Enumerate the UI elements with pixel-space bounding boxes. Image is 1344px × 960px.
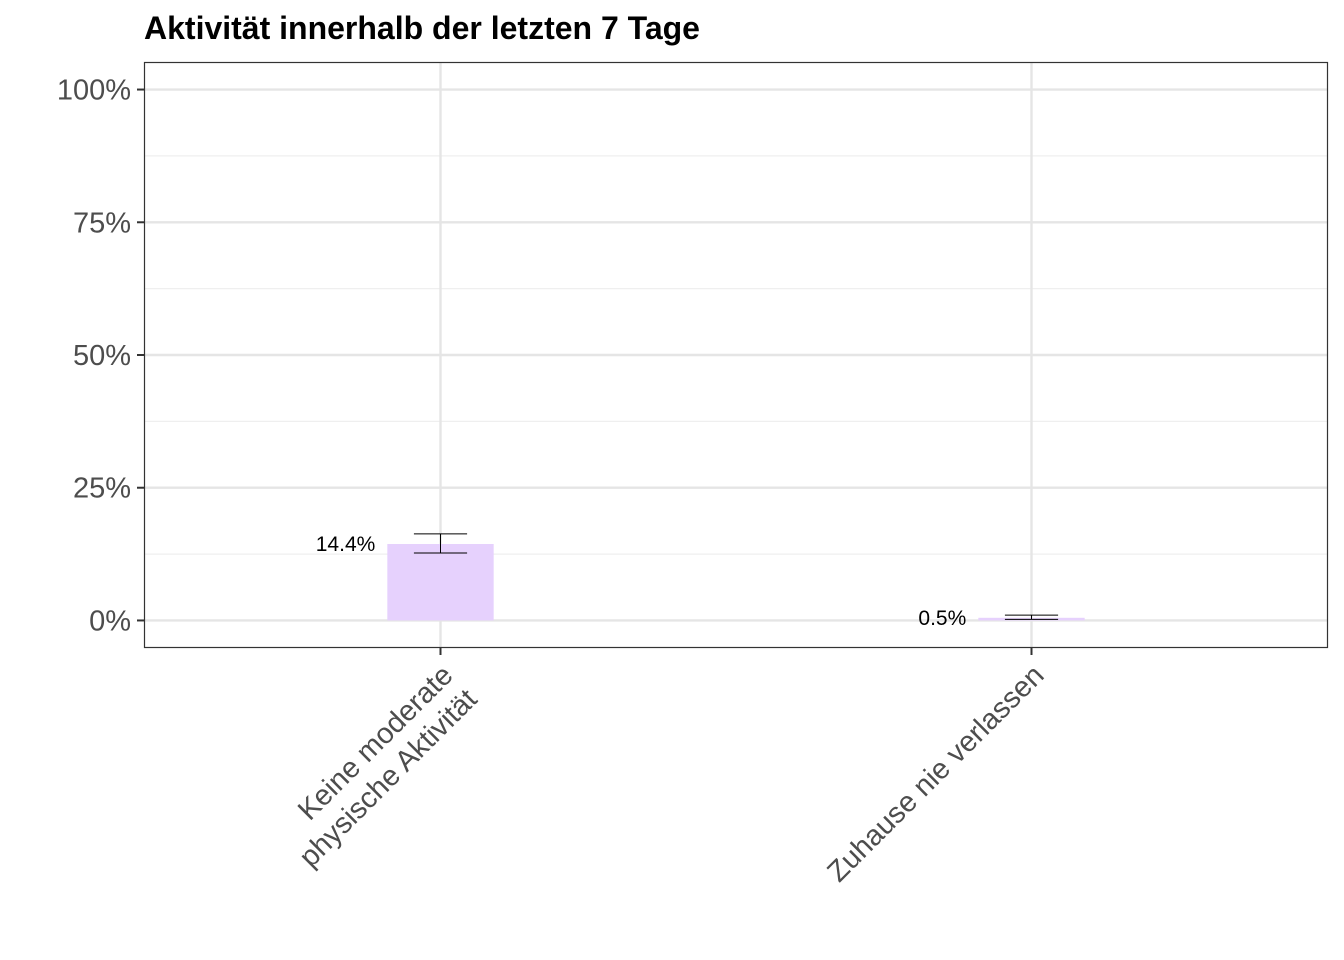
error-bars <box>413 533 1059 620</box>
grid <box>145 63 1327 647</box>
y-tick-label: 75% <box>73 207 131 239</box>
y-tick-label: 100% <box>57 75 131 107</box>
x-tick-label: Keine moderatephysische Aktivität <box>269 659 483 873</box>
y-tick-label: 25% <box>73 473 131 505</box>
x-axis: Keine moderatephysische Aktivität Zuhause… <box>269 647 1050 888</box>
y-tick-label: 0% <box>89 605 131 637</box>
data-labels: 14.4% 0.5% <box>316 533 967 630</box>
data-label: 14.4% <box>316 533 376 556</box>
bar <box>387 544 494 621</box>
x-tick-label-line: Zuhause nie verlassen <box>821 659 1050 888</box>
data-label: 0.5% <box>918 607 966 630</box>
y-axis: 0% 25% 50% 75% 100% <box>57 75 145 637</box>
y-tick-label: 50% <box>73 340 131 372</box>
chart-title: Aktivität innerhalb der letzten 7 Tage <box>144 10 700 46</box>
x-tick-label: Zuhause nie verlassen <box>821 659 1050 888</box>
bars <box>387 544 1085 621</box>
